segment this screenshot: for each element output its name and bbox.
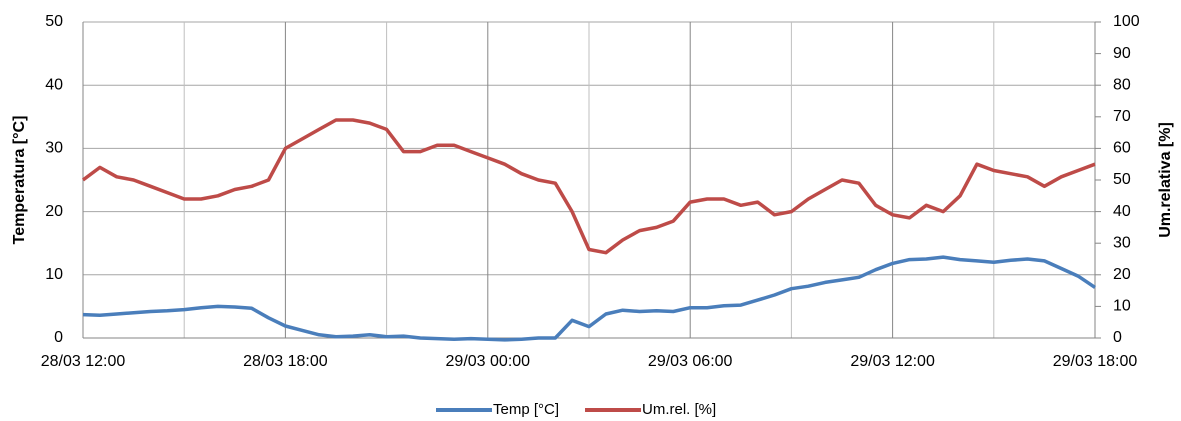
y-tick-label: 30 — [45, 140, 63, 157]
y-tick-label: 50 — [45, 13, 63, 30]
x-tick-label: 29/03 06:00 — [648, 353, 733, 370]
y2-tick-label: 90 — [1113, 45, 1131, 62]
x-tick-label: 29/03 18:00 — [1053, 353, 1138, 370]
x-tick-label: 28/03 18:00 — [243, 353, 328, 370]
y2-tick-label: 60 — [1113, 140, 1131, 157]
y2-tick-label: 70 — [1113, 108, 1131, 125]
legend-label: Um.rel. [%] — [642, 401, 716, 418]
series-line — [81, 118, 1096, 255]
y2-tick-label: 30 — [1113, 234, 1131, 251]
y2-tick-label: 40 — [1113, 203, 1131, 220]
x-tick-label: 29/03 12:00 — [850, 353, 935, 370]
y-tick-label: 40 — [45, 76, 63, 93]
y2-tick-label: 100 — [1113, 13, 1140, 30]
y2-tick-label: 50 — [1113, 171, 1131, 188]
y2-axis-title: Um.relativa [%] — [1157, 122, 1174, 238]
y-tick-label: 20 — [45, 203, 63, 220]
y2-tick-label: 20 — [1113, 266, 1131, 283]
legend-label: Temp [°C] — [493, 401, 559, 418]
y-tick-label: 0 — [54, 329, 63, 346]
series-line — [82, 255, 1096, 342]
y-tick-label: 10 — [45, 266, 63, 283]
x-tick-label: 28/03 12:00 — [41, 353, 126, 370]
y-axis-title: Temperatura [°C] — [11, 116, 28, 245]
y2-tick-label: 10 — [1113, 298, 1131, 315]
y2-tick-label: 0 — [1113, 329, 1122, 346]
x-tick-label: 29/03 00:00 — [446, 353, 531, 370]
y2-tick-label: 80 — [1113, 76, 1131, 93]
